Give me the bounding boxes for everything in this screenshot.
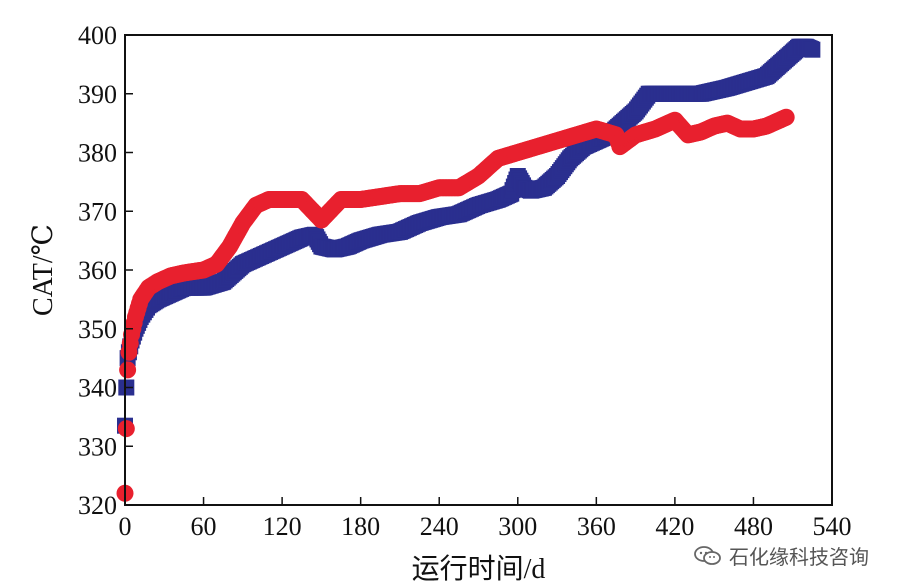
y-tick-label: 400 bbox=[78, 21, 117, 50]
y-tick-label: 360 bbox=[78, 256, 117, 285]
x-tick-label: 360 bbox=[577, 512, 616, 541]
y-tick-label: 340 bbox=[78, 374, 117, 403]
x-tick-label: 120 bbox=[263, 512, 302, 541]
x-axis-title: 运行时间/d bbox=[412, 553, 546, 585]
x-tick-label: 240 bbox=[420, 512, 459, 541]
y-tick-label: 350 bbox=[78, 315, 117, 344]
axis-ticks bbox=[124, 34, 833, 506]
red-point bbox=[119, 361, 137, 379]
series-blue-markers bbox=[117, 38, 821, 434]
x-tick-label: 540 bbox=[813, 512, 852, 541]
red-point bbox=[117, 420, 135, 438]
x-tick-label: 0 bbox=[119, 512, 132, 541]
watermark: 石化缘科技咨询 bbox=[693, 541, 869, 570]
x-tick-label: 420 bbox=[655, 512, 694, 541]
x-tick-label: 60 bbox=[191, 512, 217, 541]
y-tick-label: 320 bbox=[78, 491, 117, 520]
y-tick-label: 380 bbox=[78, 139, 117, 168]
series-red-markers bbox=[116, 108, 795, 502]
x-tick-label: 300 bbox=[498, 512, 537, 541]
x-tick-label: 480 bbox=[734, 512, 773, 541]
wechat-icon bbox=[693, 545, 723, 567]
blue-point bbox=[804, 41, 821, 58]
red-point bbox=[777, 108, 795, 126]
y-tick-label: 330 bbox=[78, 432, 117, 461]
axis-tick-labels: 0 60 120 180 240 300 360 420 480 540 320 330 340 350 3… bbox=[78, 21, 852, 541]
y-axis-title: CAT/℃ bbox=[28, 224, 59, 316]
y-tick-label: 390 bbox=[78, 80, 117, 109]
watermark-text: 石化缘科技咨询 bbox=[729, 545, 869, 569]
x-tick-label: 180 bbox=[341, 512, 380, 541]
y-tick-label: 370 bbox=[78, 197, 117, 226]
